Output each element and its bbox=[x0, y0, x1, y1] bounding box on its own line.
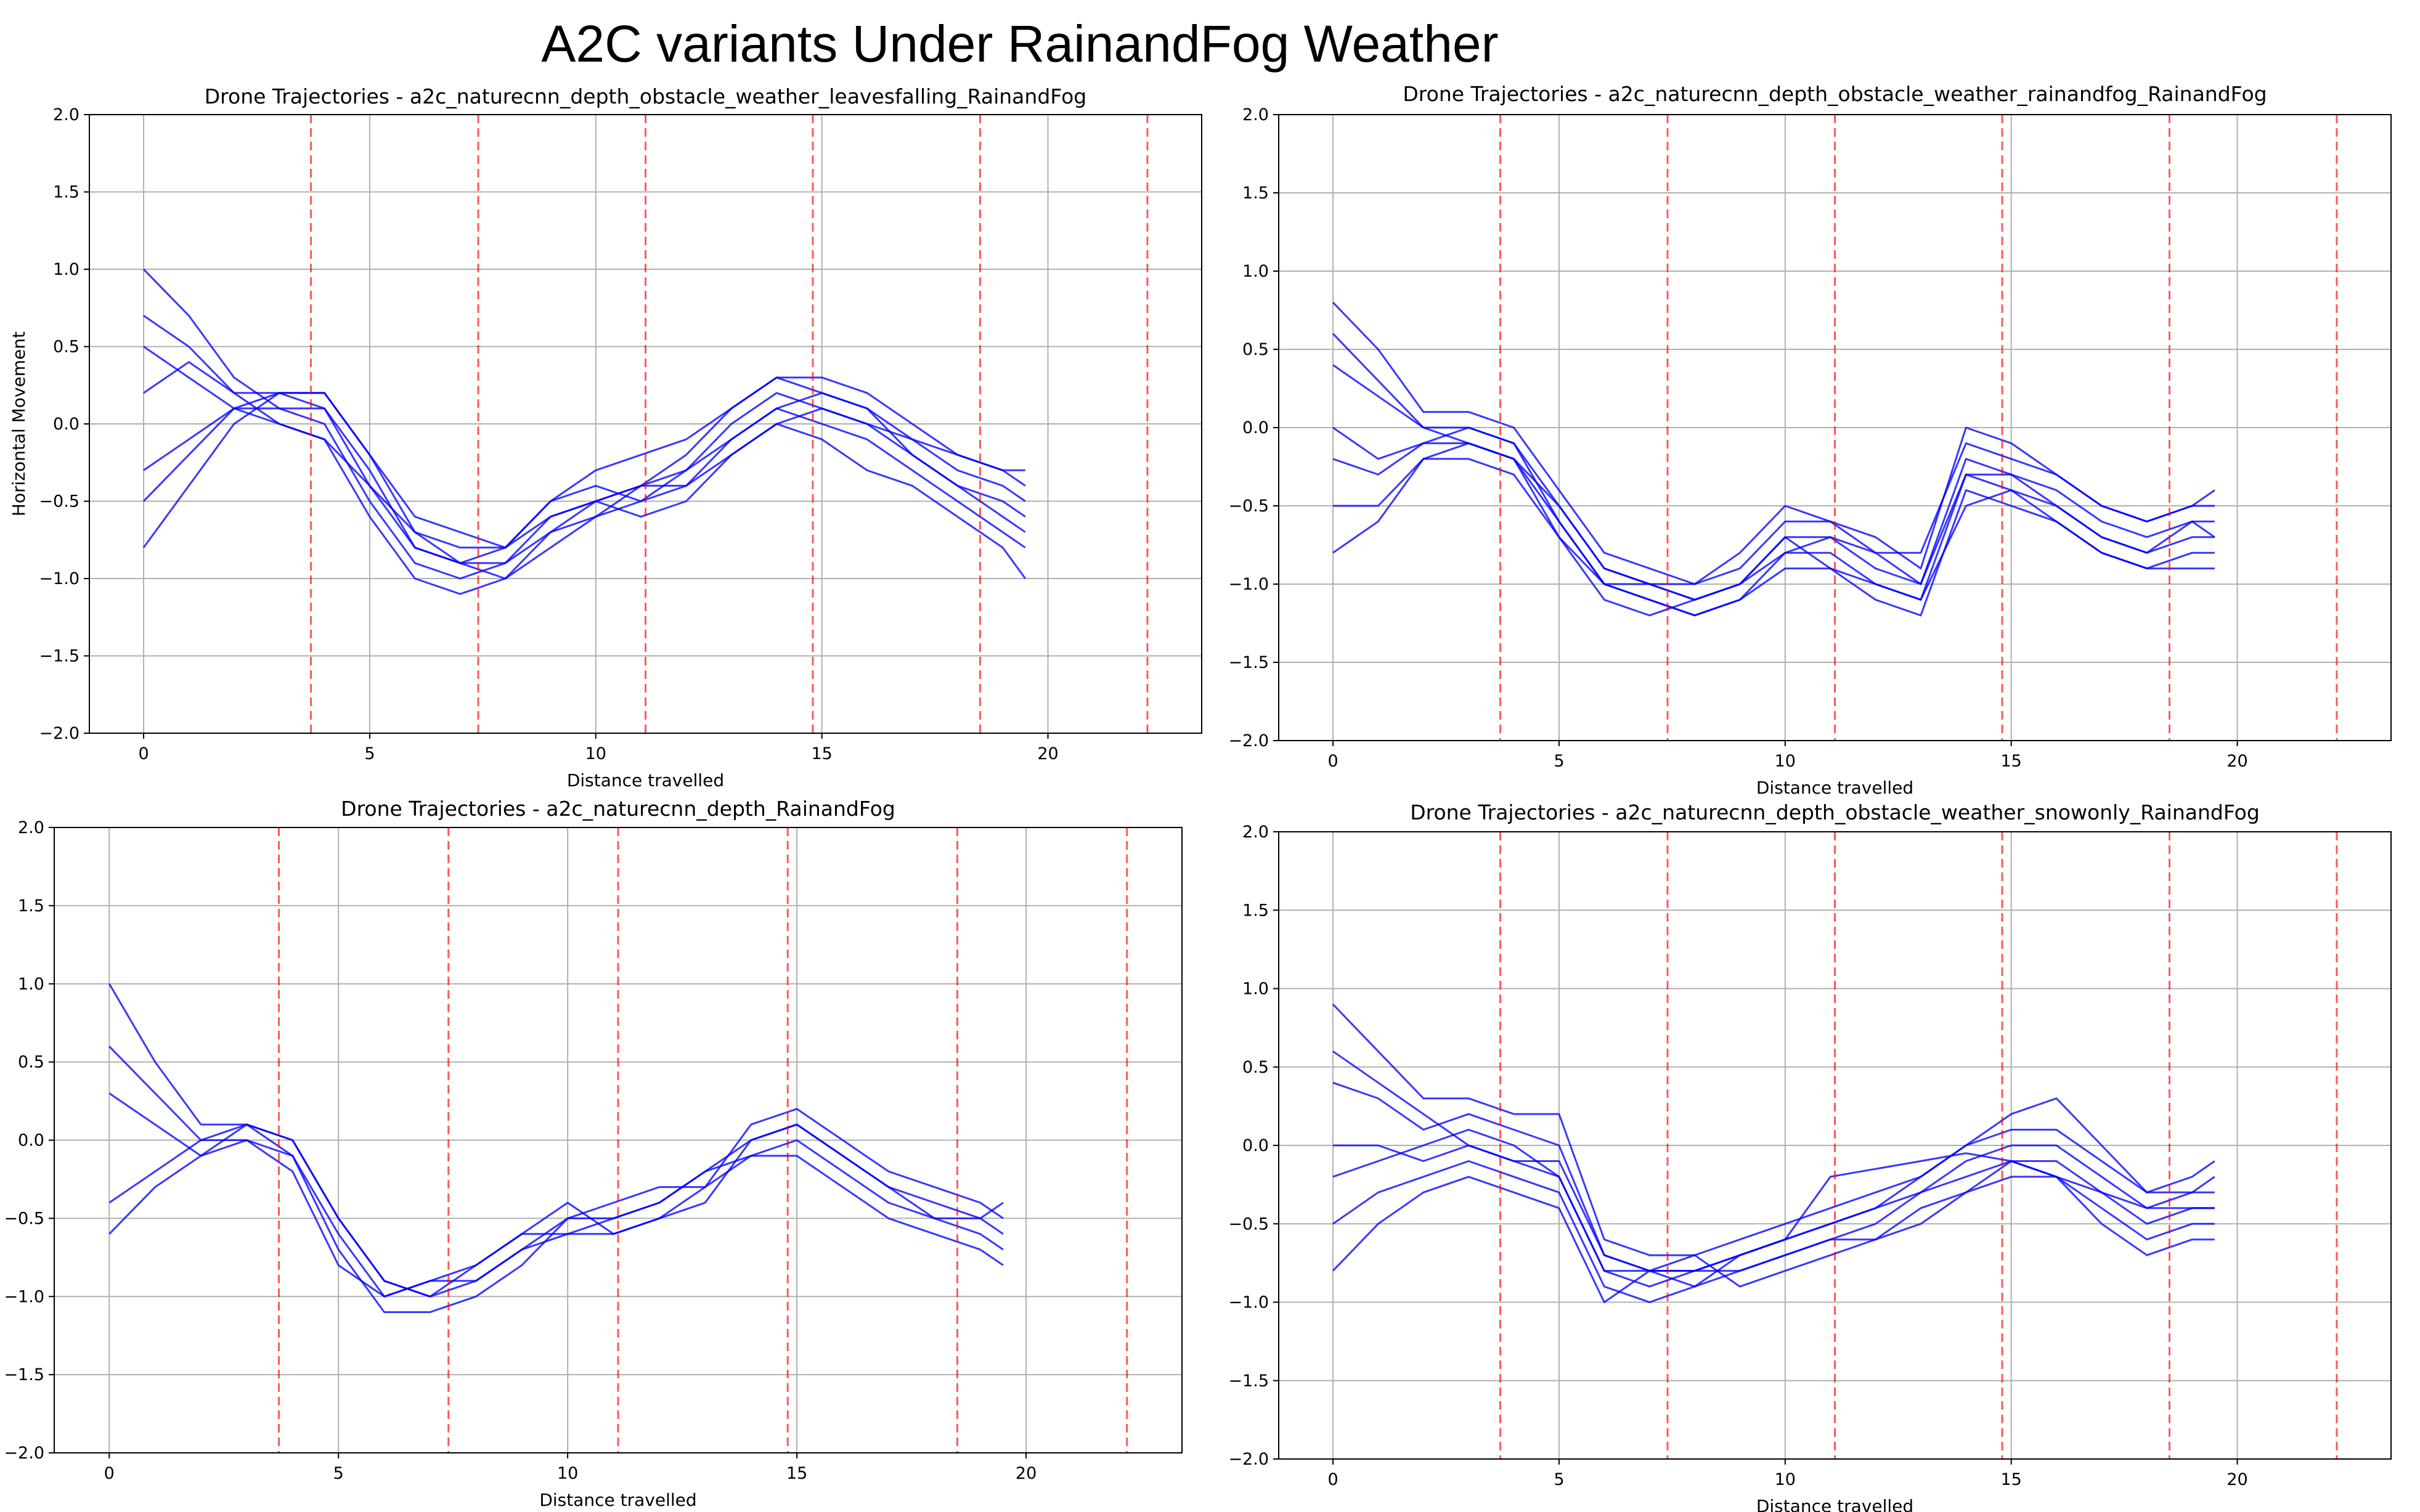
x-axis-label: Distance travelled bbox=[567, 770, 724, 791]
trajectory-line bbox=[108, 1139, 1004, 1298]
y-tick-label: −1.5 bbox=[1228, 653, 1269, 672]
x-tick-label: 15 bbox=[811, 744, 832, 763]
trajectory-line bbox=[1333, 442, 2215, 617]
checkpoint-lines bbox=[310, 115, 1149, 733]
y-tick-label: 2.0 bbox=[1242, 105, 1269, 124]
x-tick-label: 15 bbox=[2000, 752, 2021, 771]
x-tick-label: 15 bbox=[786, 1464, 807, 1483]
y-tick-label: 0.5 bbox=[1242, 340, 1269, 359]
subplot-3: 0 5 10 15 20 −2.0 −1.5 −1.0 −0.5 0.0 0.5 1.0 1.5 2.0 D… bbox=[4, 797, 1183, 1510]
trajectories bbox=[142, 268, 1027, 595]
x-tick-label: 5 bbox=[1554, 1470, 1564, 1489]
y-tick-label: 0.0 bbox=[18, 1131, 44, 1150]
x-tick-label: 20 bbox=[1037, 744, 1058, 763]
y-axis-label: Horizontal Movement bbox=[9, 331, 29, 516]
x-tick-label: 5 bbox=[364, 744, 375, 763]
y-tick-label: −1.0 bbox=[1228, 575, 1269, 594]
y-tick-label: −0.5 bbox=[4, 1209, 44, 1228]
trajectories bbox=[1332, 301, 2215, 617]
trajectory-line bbox=[1332, 1160, 2215, 1303]
y-tick-label: 1.5 bbox=[18, 896, 44, 916]
y-tick-label: −0.5 bbox=[1228, 497, 1269, 516]
trajectory-line bbox=[143, 315, 1025, 549]
checkpoint-lines bbox=[1499, 115, 2338, 741]
x-tick-label: 10 bbox=[557, 1464, 578, 1483]
y-tick-label: −1.0 bbox=[1228, 1293, 1269, 1312]
y-tick-label: 0.0 bbox=[1242, 418, 1269, 437]
y-tick-label: 1.5 bbox=[53, 183, 79, 202]
x-tick-label: 10 bbox=[1775, 752, 1796, 771]
subplot-title: Drone Trajectories - a2c_naturecnn_depth… bbox=[1403, 82, 2267, 106]
y-tick-label: 2.0 bbox=[53, 105, 79, 124]
x-tick-label: 15 bbox=[2000, 1470, 2021, 1489]
trajectories bbox=[108, 983, 1004, 1314]
y-tick-label: −0.5 bbox=[39, 492, 79, 511]
y-tick-label: −2.0 bbox=[4, 1444, 44, 1463]
y-tick-label: −1.0 bbox=[39, 569, 79, 588]
y-tick-label: 0.5 bbox=[18, 1053, 44, 1072]
x-tick-label: 0 bbox=[104, 1464, 115, 1483]
y-tick-label: 0.0 bbox=[1242, 1136, 1269, 1155]
subplot-4: 0 5 10 15 20 −2.0 −1.5 −1.0 −0.5 0.0 0.5 1.0 1.5 2.0 D… bbox=[1228, 800, 2392, 1512]
x-tick-label: 10 bbox=[1775, 1470, 1796, 1489]
y-tick-label: 1.5 bbox=[1242, 901, 1269, 920]
trajectory-line bbox=[1332, 426, 2215, 601]
y-tick-label: 0.5 bbox=[1242, 1058, 1269, 1077]
figure-title: A2C variants Under RainandFog Weather bbox=[541, 15, 1498, 73]
y-tick-label: 1.0 bbox=[1242, 262, 1269, 281]
x-axis-label: Distance travelled bbox=[1756, 778, 1913, 798]
y-tick-label: 0.0 bbox=[53, 415, 79, 434]
y-tick-label: 1.5 bbox=[1242, 184, 1269, 203]
checkpoint-lines bbox=[278, 827, 1128, 1453]
subplot-title: Drone Trajectories - a2c_naturecnn_depth… bbox=[1410, 800, 2260, 824]
trajectory-line bbox=[108, 1092, 1004, 1298]
subplot-title: Drone Trajectories - a2c_naturecnn_depth… bbox=[341, 797, 895, 821]
x-tick-label: 20 bbox=[1016, 1464, 1037, 1483]
x-tick-label: 5 bbox=[333, 1464, 344, 1483]
trajectory-line bbox=[108, 1123, 1004, 1314]
subplot-1: 0 5 10 15 20 −2.0 −1.5 −1.0 −0.5 0.0 0.5 1.0 1.5 2.0 D… bbox=[9, 84, 1202, 791]
y-tick-label: −1.5 bbox=[39, 647, 79, 666]
subplot-grid: 0 5 10 15 20 −2.0 −1.5 −1.0 −0.5 0.0 0.5 1.0 1.5 2.0 D… bbox=[4, 82, 2392, 1512]
y-tick-label: −2.0 bbox=[1228, 731, 1269, 750]
x-tick-label: 0 bbox=[138, 744, 149, 763]
y-tick-label: −0.5 bbox=[1228, 1214, 1269, 1234]
trajectory-line bbox=[1332, 1160, 2215, 1303]
trajectories bbox=[1332, 1003, 2215, 1303]
x-tick-label: 20 bbox=[2226, 1470, 2247, 1489]
trajectory-line bbox=[142, 407, 1026, 564]
y-tick-label: 0.5 bbox=[53, 338, 79, 357]
trajectory-line bbox=[1332, 1129, 2215, 1288]
subplot-2: 0 5 10 15 20 −2.0 −1.5 −1.0 −0.5 0.0 0.5 1.0 1.5 2.0 D… bbox=[1228, 82, 2392, 798]
y-tick-label: 1.0 bbox=[18, 975, 44, 994]
x-axis-label: Distance travelled bbox=[539, 1490, 696, 1510]
x-tick-label: 20 bbox=[2226, 752, 2247, 771]
y-tick-label: −1.0 bbox=[4, 1287, 44, 1306]
x-tick-label: 0 bbox=[1327, 1470, 1338, 1489]
y-tick-label: 1.0 bbox=[53, 260, 79, 279]
y-tick-label: −1.5 bbox=[4, 1365, 44, 1384]
y-tick-label: 2.0 bbox=[1242, 823, 1269, 842]
subplot-title: Drone Trajectories - a2c_naturecnn_depth… bbox=[205, 84, 1086, 108]
x-tick-label: 10 bbox=[585, 744, 606, 763]
y-tick-label: 2.0 bbox=[18, 818, 44, 837]
y-tick-label: −2.0 bbox=[39, 724, 79, 743]
y-tick-label: −2.0 bbox=[1228, 1450, 1269, 1469]
checkpoint-lines bbox=[1499, 832, 2338, 1459]
y-tick-label: 1.0 bbox=[1242, 980, 1269, 999]
x-tick-label: 0 bbox=[1327, 752, 1338, 771]
trajectory-line bbox=[1332, 1003, 2215, 1256]
x-axis-label: Distance travelled bbox=[1756, 1496, 1913, 1512]
y-tick-label: −1.5 bbox=[1228, 1372, 1269, 1391]
trajectory-line bbox=[143, 346, 1026, 549]
x-tick-label: 5 bbox=[1554, 752, 1564, 771]
